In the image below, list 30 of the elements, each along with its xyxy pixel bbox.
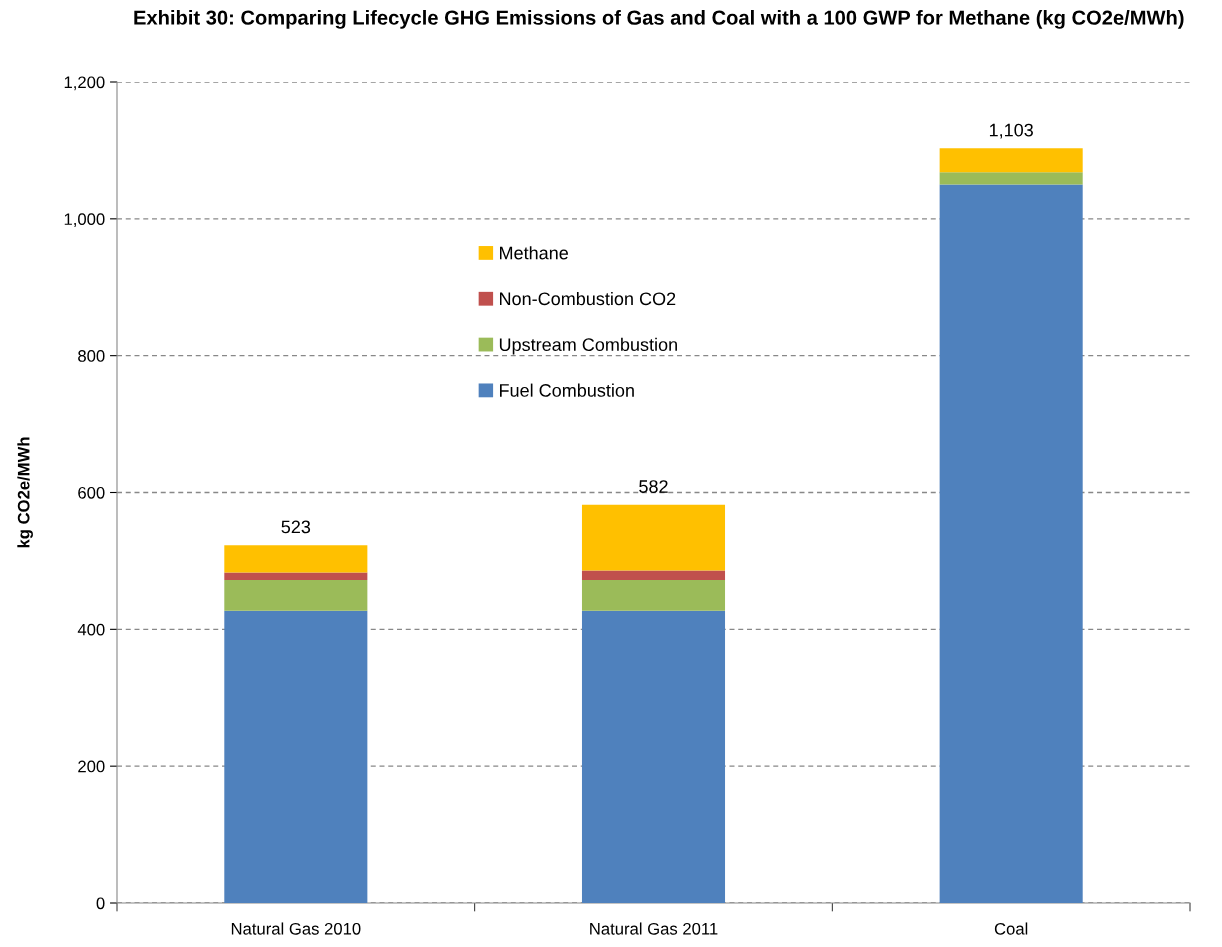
y-tick-label: 600: [78, 486, 105, 499]
bar: [224, 545, 368, 573]
legend-label: Methane: [500, 246, 568, 260]
bar: [224, 572, 368, 581]
bar: [939, 184, 1083, 903]
y-tick-label: 800: [78, 350, 105, 362]
y-axis-title: kg CO2e/MWh: [17, 437, 33, 548]
bar: [939, 172, 1083, 185]
x-tick-label: Natural Gas 2010: [231, 922, 361, 935]
legend-label: Non-Combustion CO2: [500, 291, 676, 306]
y-tick-label: 1,200: [64, 76, 105, 91]
bar: [581, 610, 726, 903]
total-label: 1,103: [989, 123, 1033, 139]
total-label: 582: [639, 480, 668, 493]
bar: [939, 148, 1083, 173]
y-tick-label: 400: [77, 623, 105, 636]
y-tick-label: 0: [96, 897, 105, 910]
y-tick-label: 200: [78, 760, 105, 773]
x-tick-label: Coal: [994, 922, 1028, 935]
chart-title: Exhibit 30: Comparing Lifecycle GHG Emissions of Gas and Coal with a 100 GWP for Methane (kg CO2e/MWh): [134, 10, 1184, 29]
bar: [581, 504, 726, 571]
x-tick-label: Natural Gas 2011: [590, 922, 718, 935]
y-tick-label: 1,000: [64, 213, 105, 228]
bar: [224, 610, 368, 903]
total-label: 523: [281, 520, 311, 534]
bar: [224, 580, 368, 611]
legend-label: Upstream Combustion: [499, 337, 677, 355]
bar: [581, 570, 726, 581]
bar: [581, 580, 726, 611]
legend-label: Fuel Combustion: [500, 383, 634, 397]
